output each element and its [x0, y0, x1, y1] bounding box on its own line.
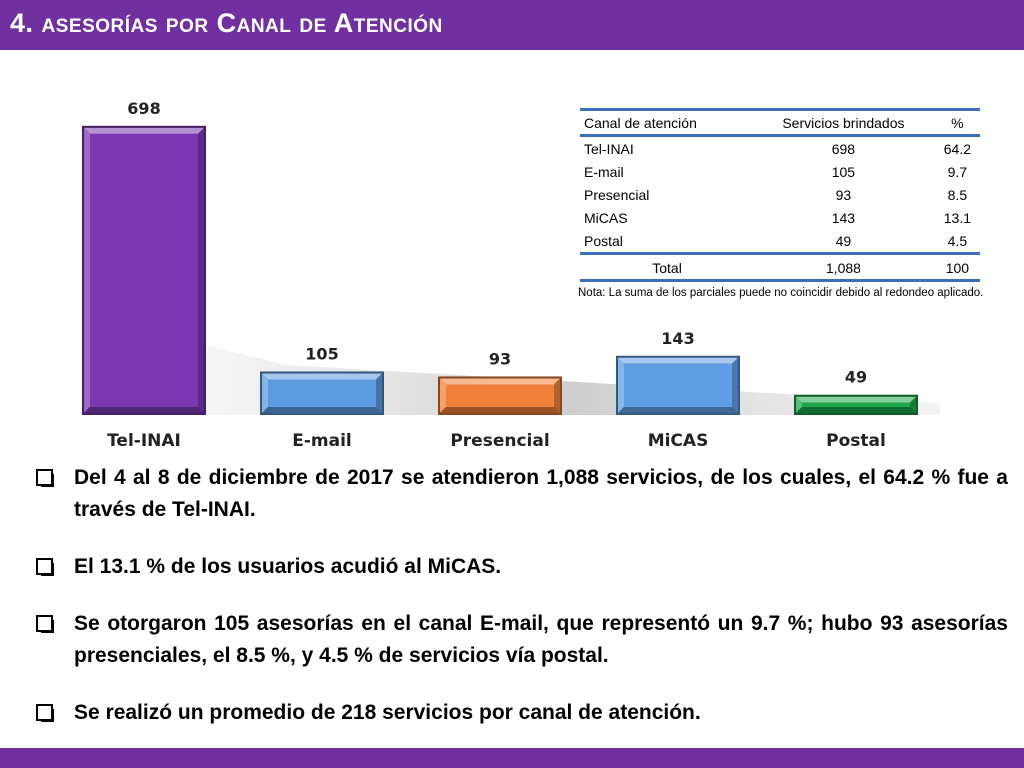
- table-cell: 698: [831, 140, 856, 157]
- table-total-percent: 100: [934, 252, 980, 282]
- bar-e-mail-bevel-top: [262, 373, 382, 380]
- checkbox-bullet-icon: [36, 704, 54, 722]
- table-cell: MiCAS: [584, 209, 628, 226]
- tick-label-micas: MiCAS: [648, 431, 709, 451]
- bar-presencial-bevel-left: [440, 378, 446, 413]
- bottom-bar: [0, 748, 1024, 768]
- bar-postal-bevel-right: [910, 396, 916, 413]
- data-label-postal: 49: [845, 368, 867, 387]
- table-cell: Tel-INAI: [584, 140, 634, 157]
- table-total-row: Total 1,088 100: [580, 252, 980, 282]
- bullet-text: El 13.1 % de los usuarios acudió al MiCA…: [74, 555, 502, 578]
- bar-tel-inai-bevel-bottom: [84, 407, 204, 413]
- table-cell: 105: [831, 163, 856, 180]
- bar-e-mail-bevel-left: [262, 373, 268, 413]
- bar-tel-inai-bevel-left: [84, 127, 90, 413]
- bar-presencial: [446, 384, 554, 407]
- bar-postal-bevel-bottom: [796, 407, 916, 413]
- bar-tel-inai-bevel-top: [84, 127, 204, 134]
- checkbox-bullet-icon: [36, 558, 54, 576]
- tick-label-tel-inai: Tel-INAI: [107, 431, 181, 451]
- bar-chart: 698 Tel-INAI 105 E-mail 93 Presencial 143 MiCAS…: [82, 99, 940, 451]
- bullet-item: El 13.1 % de los usuarios acudió al MiCA…: [36, 551, 1008, 583]
- table-header-cell: %: [934, 108, 980, 137]
- table-cell: 13.1: [943, 209, 971, 226]
- table-cell: 93: [835, 186, 852, 203]
- floor-shadow: [206, 345, 940, 415]
- table-total-label: Total: [580, 252, 753, 282]
- data-label-e-mail: 105: [305, 345, 338, 364]
- table-row: MiCAS 143 13.1: [580, 206, 980, 229]
- bar-e-mail: [268, 379, 376, 407]
- data-label-presencial: 93: [489, 349, 511, 368]
- table-row: Postal 49 4.5: [580, 229, 980, 254]
- data-label-micas: 143: [661, 329, 694, 348]
- bar-presencial-bevel-right: [554, 378, 560, 413]
- bullet-item: Se realizó un promedio de 218 servicios …: [36, 697, 1008, 729]
- bullet-text: Del 4 al 8 de diciembre de 2017 se atend…: [74, 466, 1008, 521]
- table-row: Presencial 93 8.5: [580, 183, 980, 206]
- bar-micas-bevel-top: [618, 357, 738, 364]
- bar-micas-bevel-right: [732, 357, 738, 413]
- bar-presencial-bevel-bottom: [440, 407, 560, 413]
- table-cell: 8.5: [947, 186, 968, 203]
- bar-postal-bevel-top: [796, 396, 916, 403]
- bullet-item: Se otorgaron 105 asesorías en el canal E…: [36, 608, 1008, 672]
- table-cell: 64.2: [943, 140, 971, 157]
- tick-label-presencial: Presencial: [450, 431, 549, 451]
- bar-micas-bevel-left: [618, 357, 624, 413]
- bar-micas-bevel-bottom: [618, 407, 738, 413]
- table-cell: Postal: [584, 232, 623, 249]
- tick-label-e-mail: E-mail: [292, 431, 352, 451]
- table-note: Nota: La suma de los parciales puede no …: [578, 287, 984, 299]
- bar-e-mail-bevel-bottom: [262, 407, 382, 413]
- slide-title: 4. asesorías por Canal de Atención: [10, 8, 443, 38]
- table-cell: E-mail: [584, 163, 624, 180]
- table-row: Tel-INAI 698 64.2: [580, 136, 980, 161]
- table-header-cell: Servicios brindados: [752, 108, 935, 137]
- checkbox-bullet-icon: [36, 469, 54, 487]
- title-bar: 4. asesorías por Canal de Atención: [0, 0, 1024, 50]
- table-total-value: 1,088: [752, 252, 935, 282]
- table-cell: 49: [835, 232, 852, 249]
- checkbox-bullet-icon: [36, 615, 54, 633]
- table-header-row: Canal de atención Servicios brindados %: [580, 108, 980, 137]
- tick-label-postal: Postal: [826, 431, 886, 451]
- table-cell: 143: [831, 209, 856, 226]
- table-row: E-mail 105 9.7: [580, 160, 980, 183]
- bar-e-mail-bevel-right: [376, 373, 382, 413]
- bar-tel-inai: [90, 133, 198, 407]
- bar-postal-bevel-left: [796, 396, 802, 413]
- bar-postal: [802, 402, 910, 407]
- table-cell: Presencial: [584, 186, 650, 203]
- bullet-list: Del 4 al 8 de diciembre de 2017 se atend…: [36, 462, 1008, 754]
- data-table: Canal de atención Servicios brindados % …: [580, 108, 980, 282]
- bar-presencial-bevel-top: [440, 378, 560, 385]
- table-header-cell: Canal de atención: [580, 108, 753, 137]
- table-cell: 9.7: [947, 163, 968, 180]
- table-cell: 4.5: [947, 232, 968, 249]
- data-label-tel-inai: 698: [127, 99, 160, 118]
- bar-micas: [624, 363, 732, 407]
- bar-tel-inai-bevel-right: [198, 127, 204, 413]
- bullet-item: Del 4 al 8 de diciembre de 2017 se atend…: [36, 462, 1008, 526]
- bullet-text: Se otorgaron 105 asesorías en el canal E…: [74, 612, 1008, 667]
- bullet-text: Se realizó un promedio de 218 servicios …: [74, 701, 701, 724]
